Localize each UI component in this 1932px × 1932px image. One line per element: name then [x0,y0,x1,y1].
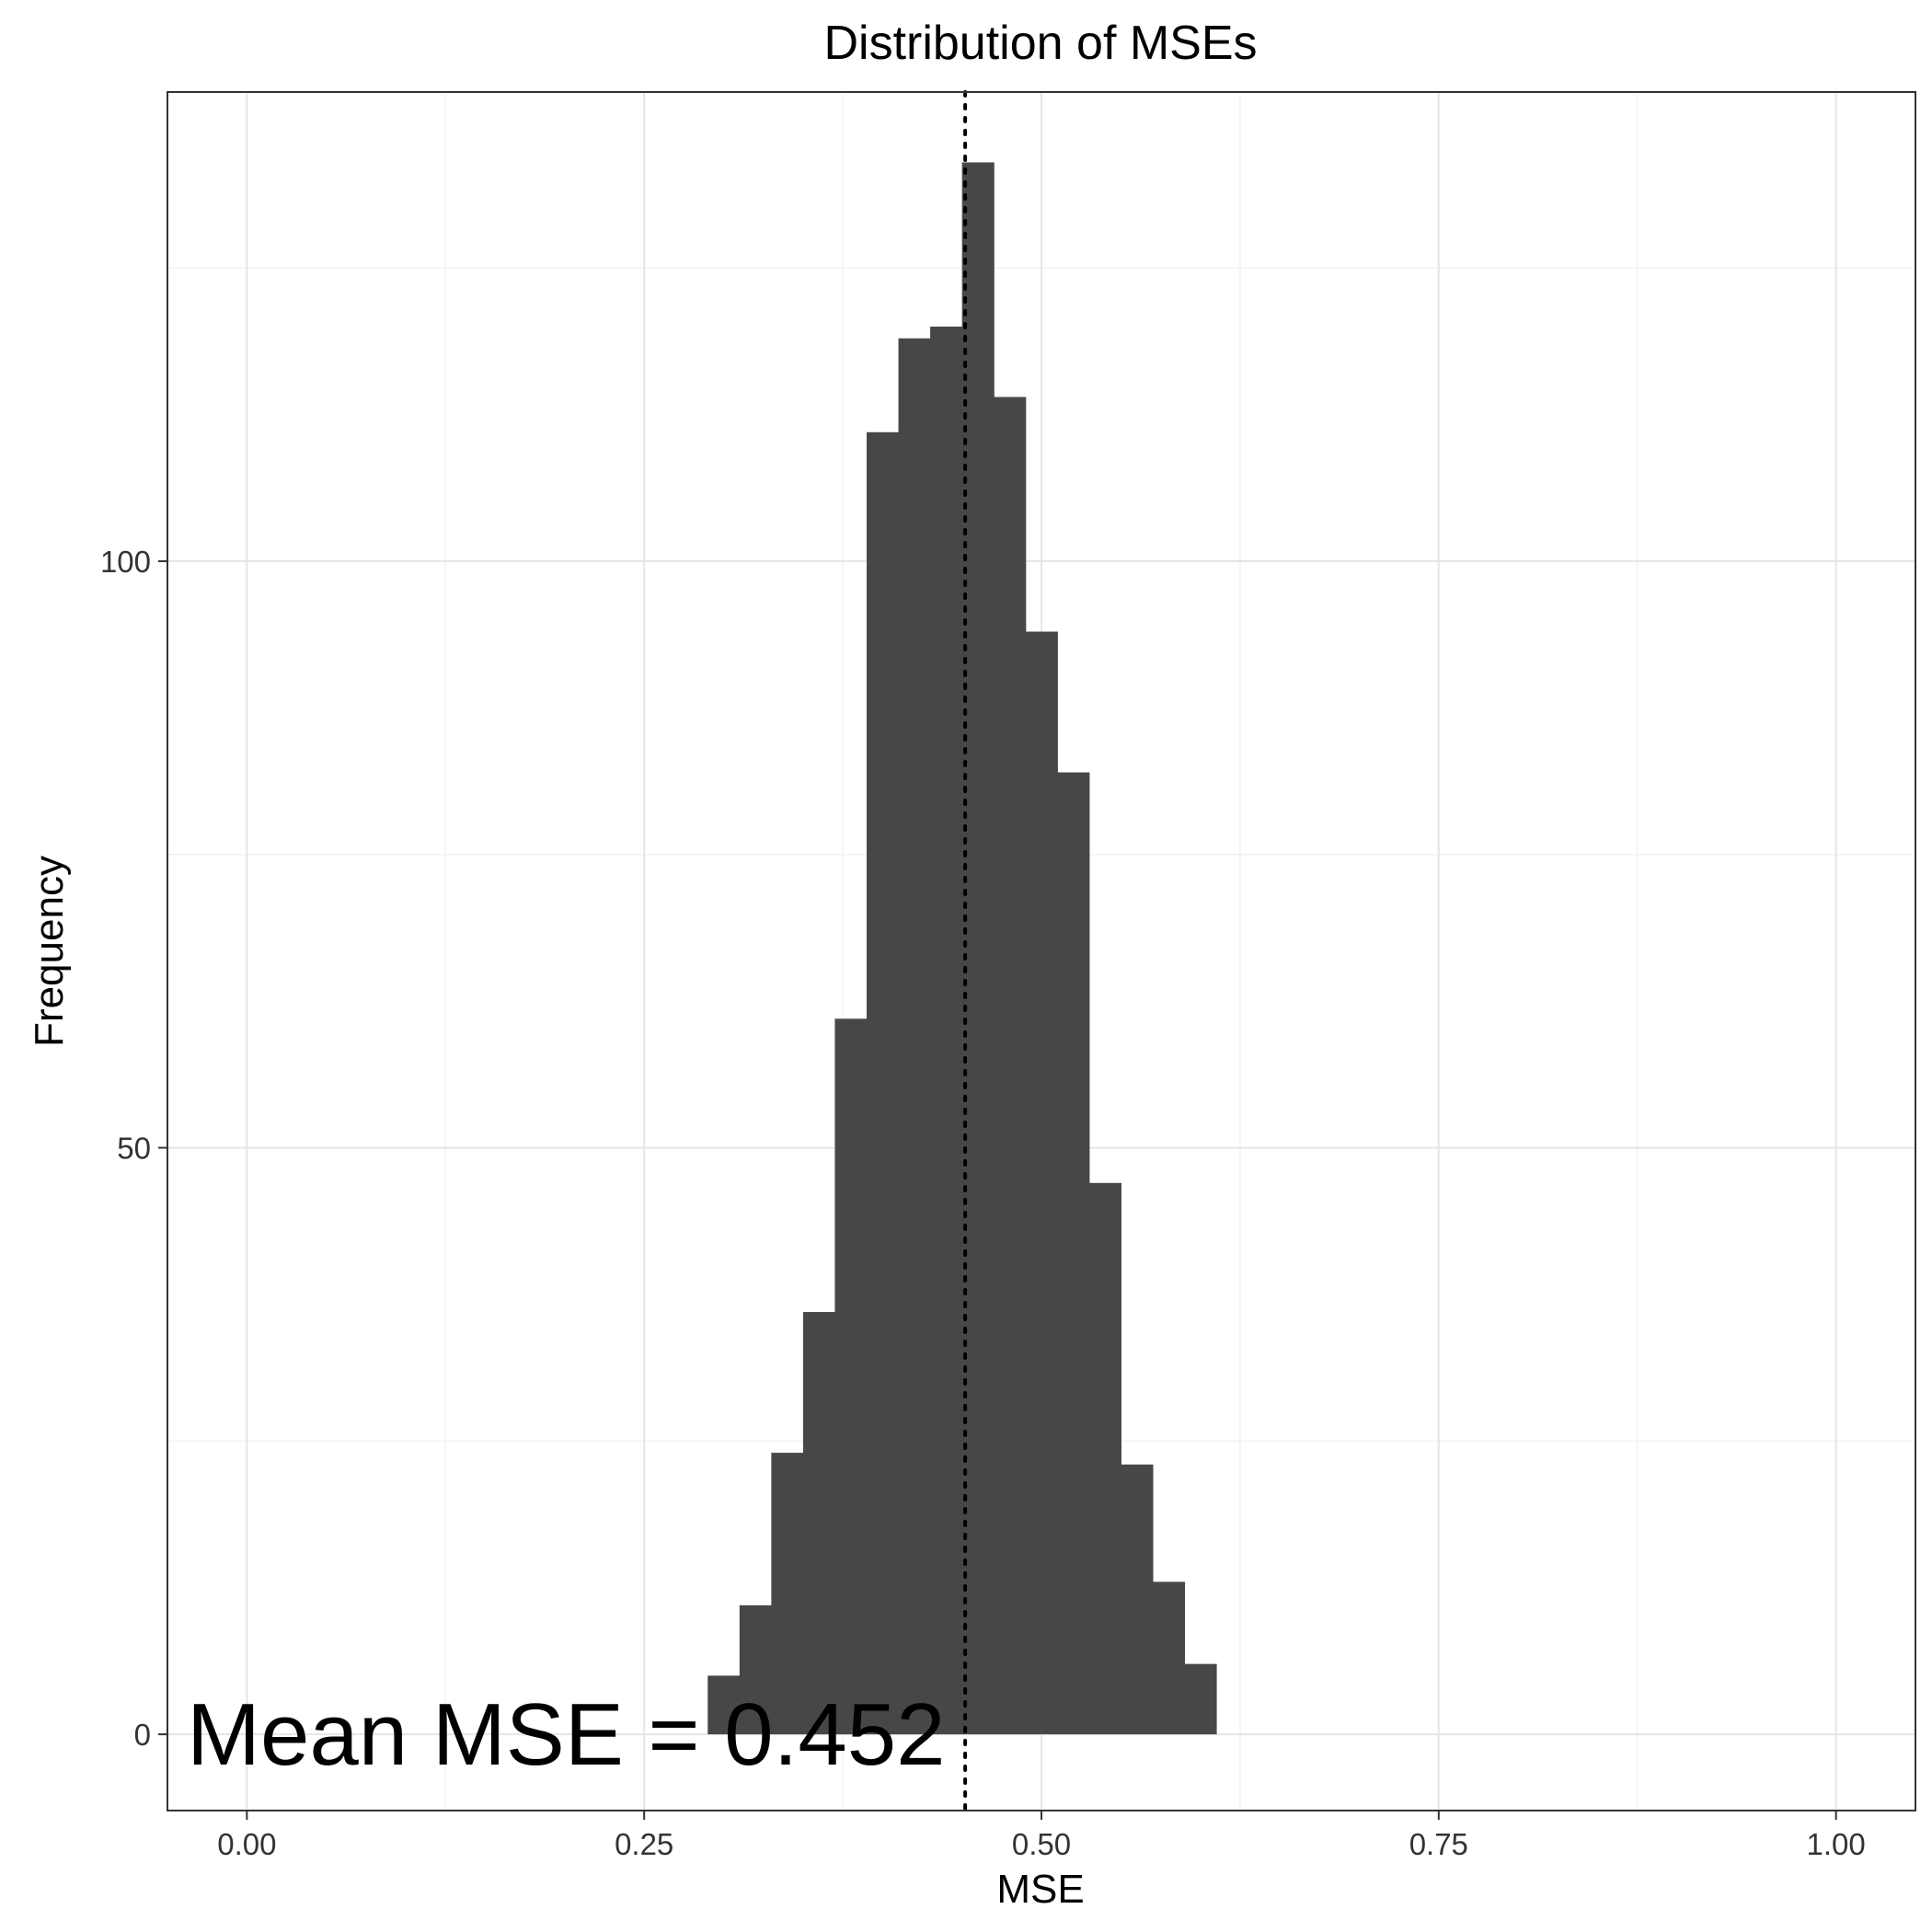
x-tick-label: 0.75 [1409,1827,1468,1861]
histogram-bar [961,162,995,1735]
histogram-bar [1025,631,1058,1735]
histogram-bars [707,162,1217,1735]
histogram-bar [802,1312,836,1735]
histogram-bar [739,1604,772,1735]
x-tick-label: 0.00 [217,1827,276,1861]
y-tick-label: 50 [117,1132,151,1166]
y-axis-title: Frequency [27,856,72,1047]
histogram-bar [930,327,963,1735]
histogram-bar [834,1018,868,1735]
y-tick-label: 100 [100,545,151,579]
histogram-bar [898,338,931,1735]
histogram-bar [1184,1663,1217,1735]
chart-title: Distribution of MSEs [823,17,1257,70]
histogram-bar [1057,772,1090,1735]
mean-mse-annotation: Mean MSE = 0.452 [187,1685,945,1784]
x-axis-ticks: 0.00 0.25 0.50 0.75 1.00 [217,1811,1866,1861]
y-axis-ticks: 0 50 100 [100,545,167,1752]
histogram-bar [1152,1581,1186,1735]
histogram-bar [994,397,1027,1735]
y-tick-label: 0 [134,1718,151,1752]
x-tick-label: 0.25 [615,1827,673,1861]
histogram-bar [707,1675,741,1735]
histogram-bar [867,431,900,1735]
x-tick-label: 1.00 [1807,1827,1866,1861]
histogram-bar [771,1453,804,1735]
x-axis-title: MSE [996,1867,1084,1912]
histogram-bar [1088,1182,1121,1735]
x-tick-label: 0.50 [1012,1827,1071,1861]
histogram-bar [1121,1464,1154,1735]
